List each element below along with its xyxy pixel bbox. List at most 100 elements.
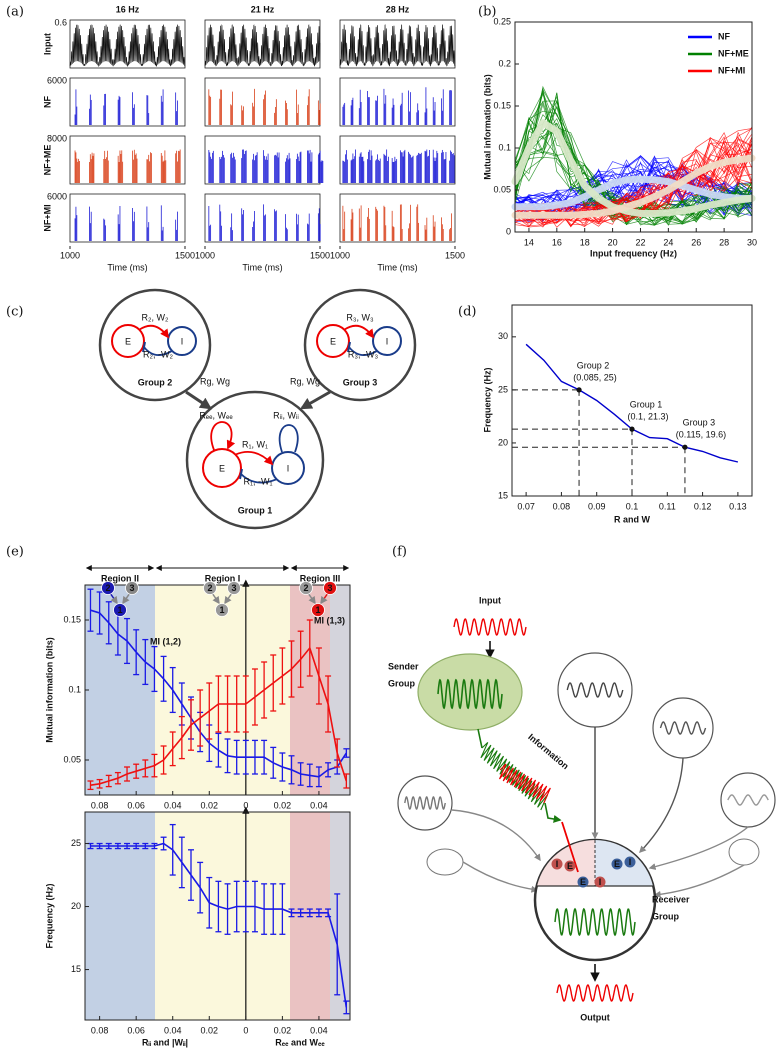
excite-arrow <box>138 324 170 339</box>
x-tick-label: 0.02 <box>274 800 292 810</box>
group-title: Group 2 <box>138 377 173 387</box>
y-tick-label: 6000 <box>47 191 67 201</box>
annotation-coords: (0.115, 19.6) <box>676 430 726 440</box>
wave <box>437 678 503 710</box>
error-bar <box>197 689 204 747</box>
empty-group <box>426 848 464 876</box>
node-arrow <box>320 592 329 605</box>
point <box>629 426 635 432</box>
error-bar <box>251 668 258 726</box>
x-tick-label: 14 <box>524 237 534 247</box>
row-label: NF <box>42 96 52 108</box>
other-group <box>720 772 776 828</box>
signal-cell <box>339 19 456 69</box>
information-label: Information <box>526 732 570 771</box>
x-tick-label: 0.02 <box>201 800 219 810</box>
error-bar <box>215 675 222 733</box>
cell-frame <box>69 193 186 243</box>
group-node <box>323 581 337 595</box>
input-wave <box>69 24 186 68</box>
region-label: Region II <box>101 573 139 583</box>
plot-frame <box>84 811 351 1021</box>
error-bar <box>215 880 222 933</box>
panel-label: (f) <box>392 545 407 560</box>
region-shade <box>155 812 290 1020</box>
inhibit-arrow <box>348 346 378 356</box>
error-bar <box>261 883 268 935</box>
panel-label: (a) <box>6 5 24 20</box>
y-tick-label: 0.2 <box>498 58 511 68</box>
error-bar <box>334 893 341 996</box>
info-line <box>477 728 483 749</box>
e-label: E <box>125 336 131 346</box>
self-i-loop <box>278 424 299 453</box>
error-bar <box>105 842 112 850</box>
sender-label: Sender <box>388 661 419 671</box>
error-bar <box>124 617 131 665</box>
i-label: I <box>386 336 389 346</box>
error-bar <box>325 762 332 778</box>
error-bar <box>297 762 304 786</box>
self-i-label: Rᵢᵢ, Wᵢᵢ <box>273 410 299 420</box>
x-tick-label: 0.08 <box>91 1025 109 1035</box>
cell-frame <box>69 19 186 69</box>
excite-label: R₃, W₃ <box>346 312 374 322</box>
x-tick-label: 0.12 <box>694 501 712 511</box>
self-e-loop <box>210 421 236 451</box>
inhibit-arrow <box>240 473 278 484</box>
group-node <box>101 581 115 595</box>
signal-cell <box>204 135 324 185</box>
error-bar <box>315 908 322 918</box>
x-axis-label: Input frequency (Hz) <box>590 248 677 258</box>
error-bar <box>233 739 240 775</box>
error-bar <box>279 752 286 782</box>
info-red-in <box>561 821 579 873</box>
y-tick-label: 25 <box>71 838 81 848</box>
i-label: I <box>287 463 290 473</box>
x-tick-label: 0 <box>243 800 248 810</box>
error-bar <box>169 666 176 714</box>
column-title: 21 Hz <box>251 4 275 14</box>
wave <box>566 682 624 698</box>
y-tick-label: 0.05 <box>63 754 81 764</box>
x-axis-label: Time (ms) <box>107 262 147 272</box>
error-bar <box>270 654 277 712</box>
panel-label: (e) <box>6 545 24 560</box>
mini-node-label: E <box>580 877 586 887</box>
inhibit-label: R₂, -W₂ <box>143 349 173 359</box>
error-bar <box>242 739 249 775</box>
e-node <box>111 324 145 358</box>
cell-frame <box>339 77 456 127</box>
error-bar <box>151 753 158 778</box>
error-bar <box>169 823 176 876</box>
self-e-label: Rₑₑ, Wₑₑ <box>199 410 233 420</box>
connector <box>462 861 539 893</box>
mini-node <box>551 858 563 870</box>
x-tick-label: 20 <box>608 237 618 247</box>
mini-node-label: I <box>599 877 602 887</box>
x-tick-label: 1500 <box>310 250 330 260</box>
error-bar <box>233 675 240 733</box>
x-tick-label: 0.02 <box>274 1025 292 1035</box>
connector <box>639 757 684 854</box>
error-bar <box>233 880 240 933</box>
i-node <box>372 326 402 356</box>
inhibit-arrow <box>143 346 173 356</box>
panel-label: (d) <box>458 305 476 320</box>
link-arrow <box>299 390 331 410</box>
y-tick-label: 15 <box>498 490 508 500</box>
signal-cell <box>339 77 456 127</box>
signal-cell <box>69 193 186 243</box>
mean-line <box>511 119 756 217</box>
input-wave <box>204 24 321 67</box>
x-tick-label: 1500 <box>175 250 195 260</box>
y-tick-label: 15 <box>71 964 81 974</box>
error-bar <box>297 908 304 918</box>
x-tick-label: 0.02 <box>201 1025 219 1035</box>
signal-cell <box>204 77 321 127</box>
group-node-label: 2 <box>105 583 110 593</box>
x-tick-label: 0.06 <box>127 800 145 810</box>
signal-cell <box>339 193 456 243</box>
x-axis-label: Time (ms) <box>242 262 282 272</box>
